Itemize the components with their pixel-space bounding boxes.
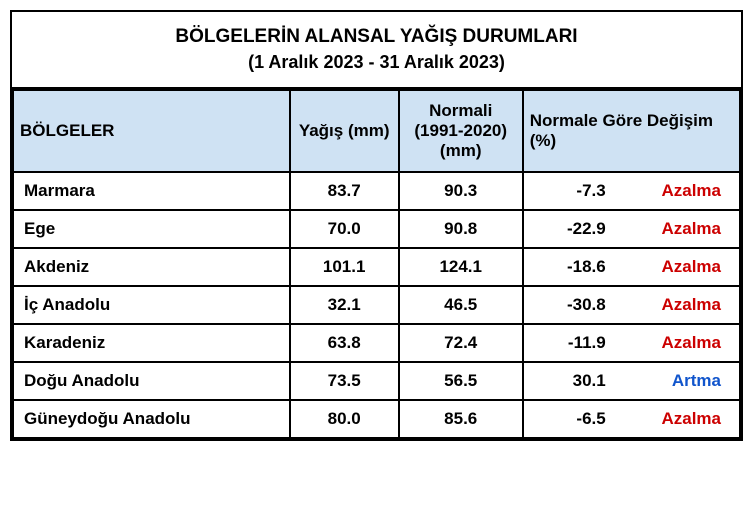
cell-change: 30.1 Artma <box>523 362 740 400</box>
cell-region: Karadeniz <box>13 324 290 362</box>
change-wrap: -6.5 Azalma <box>534 409 729 429</box>
table-row: Akdeniz101.1124.1 -18.6 Azalma <box>13 248 740 286</box>
change-value: -22.9 <box>542 219 606 239</box>
header-change: Normale Göre Değişim (%) <box>523 90 740 172</box>
change-wrap: -30.8 Azalma <box>534 295 729 315</box>
header-normal: Normali (1991-2020) (mm) <box>399 90 523 172</box>
cell-rain: 63.8 <box>290 324 399 362</box>
cell-change: -7.3 Azalma <box>523 172 740 210</box>
cell-region: Ege <box>13 210 290 248</box>
change-wrap: 30.1 Artma <box>534 371 729 391</box>
table-row: Karadeniz63.872.4 -11.9 Azalma <box>13 324 740 362</box>
report-container: BÖLGELERİN ALANSAL YAĞIŞ DURUMLARI (1 Ar… <box>10 10 743 441</box>
cell-region: Marmara <box>13 172 290 210</box>
cell-change: -30.8 Azalma <box>523 286 740 324</box>
cell-normal: 90.8 <box>399 210 523 248</box>
cell-normal: 85.6 <box>399 400 523 438</box>
cell-region: Akdeniz <box>13 248 290 286</box>
change-value: -18.6 <box>542 257 606 277</box>
table-body: Marmara83.790.3 -7.3 Azalma Ege70.090.8 -22.… <box>13 172 740 438</box>
change-status: Azalma <box>641 181 721 201</box>
cell-normal: 124.1 <box>399 248 523 286</box>
cell-rain: 73.5 <box>290 362 399 400</box>
cell-region: İç Anadolu <box>13 286 290 324</box>
cell-rain: 83.7 <box>290 172 399 210</box>
change-value: -30.8 <box>542 295 606 315</box>
cell-normal: 72.4 <box>399 324 523 362</box>
table-row: Marmara83.790.3 -7.3 Azalma <box>13 172 740 210</box>
change-status: Azalma <box>641 409 721 429</box>
cell-region: Güneydoğu Anadolu <box>13 400 290 438</box>
header-region: BÖLGELER <box>13 90 290 172</box>
cell-region: Doğu Anadolu <box>13 362 290 400</box>
cell-rain: 70.0 <box>290 210 399 248</box>
change-value: 30.1 <box>542 371 606 391</box>
table-row: Doğu Anadolu73.556.5 30.1 Artma <box>13 362 740 400</box>
cell-rain: 32.1 <box>290 286 399 324</box>
change-status: Azalma <box>641 295 721 315</box>
change-value: -7.3 <box>542 181 606 201</box>
cell-normal: 56.5 <box>399 362 523 400</box>
cell-change: -18.6 Azalma <box>523 248 740 286</box>
change-wrap: -11.9 Azalma <box>534 333 729 353</box>
title-sub: (1 Aralık 2023 - 31 Aralık 2023) <box>20 52 733 73</box>
change-status: Artma <box>641 371 721 391</box>
cell-change: -22.9 Azalma <box>523 210 740 248</box>
cell-change: -6.5 Azalma <box>523 400 740 438</box>
title-section: BÖLGELERİN ALANSAL YAĞIŞ DURUMLARI (1 Ar… <box>12 12 741 89</box>
header-row: BÖLGELER Yağış (mm) Normali (1991-2020) … <box>13 90 740 172</box>
change-status: Azalma <box>641 219 721 239</box>
cell-rain: 101.1 <box>290 248 399 286</box>
change-value: -11.9 <box>542 333 606 353</box>
table-row: Ege70.090.8 -22.9 Azalma <box>13 210 740 248</box>
cell-normal: 46.5 <box>399 286 523 324</box>
cell-change: -11.9 Azalma <box>523 324 740 362</box>
cell-rain: 80.0 <box>290 400 399 438</box>
table-row: İç Anadolu32.146.5 -30.8 Azalma <box>13 286 740 324</box>
change-wrap: -7.3 Azalma <box>534 181 729 201</box>
change-value: -6.5 <box>542 409 606 429</box>
table-row: Güneydoğu Anadolu80.085.6 -6.5 Azalma <box>13 400 740 438</box>
header-rain: Yağış (mm) <box>290 90 399 172</box>
change-status: Azalma <box>641 257 721 277</box>
change-wrap: -18.6 Azalma <box>534 257 729 277</box>
change-status: Azalma <box>641 333 721 353</box>
change-wrap: -22.9 Azalma <box>534 219 729 239</box>
title-main: BÖLGELERİN ALANSAL YAĞIŞ DURUMLARI <box>20 26 733 48</box>
rainfall-table: BÖLGELER Yağış (mm) Normali (1991-2020) … <box>12 89 741 439</box>
cell-normal: 90.3 <box>399 172 523 210</box>
